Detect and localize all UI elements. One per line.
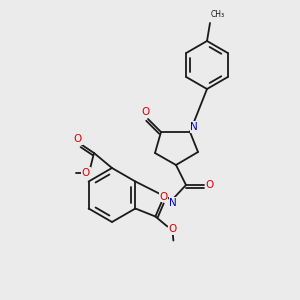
Text: H: H — [161, 193, 168, 202]
Text: O: O — [82, 168, 90, 178]
Text: O: O — [142, 107, 150, 117]
Text: O: O — [159, 191, 167, 202]
Text: O: O — [168, 224, 176, 235]
Text: O: O — [74, 134, 82, 144]
Text: N: N — [169, 198, 177, 208]
Text: O: O — [206, 180, 214, 190]
Text: CH₃: CH₃ — [211, 10, 225, 19]
Text: N: N — [190, 122, 198, 132]
